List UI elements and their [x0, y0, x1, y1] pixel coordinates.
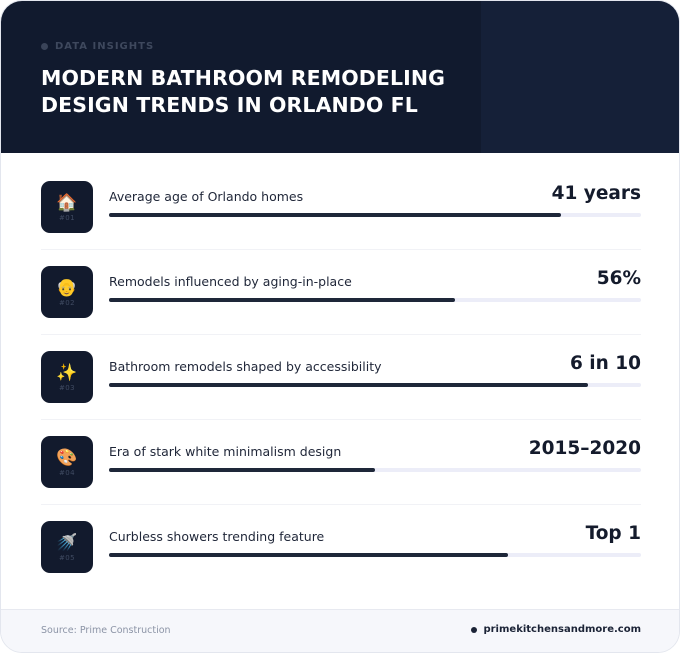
- progress-track: [109, 468, 641, 472]
- divider: [41, 249, 641, 250]
- palette-icon-tile: 🎨 #04: [41, 436, 93, 488]
- house-icon-tile: 🏠 #01: [41, 181, 93, 233]
- site-link[interactable]: primekitchensandmore.com: [471, 624, 641, 635]
- eyebrow-label: DATA INSIGHTS: [55, 40, 155, 52]
- progress-track: [109, 298, 641, 302]
- stat-code: #03: [59, 383, 75, 392]
- shower-icon-tile: 🚿 #05: [41, 521, 93, 573]
- older-person-icon-tile: 👴 #02: [41, 266, 93, 318]
- stat-value: Top 1: [585, 523, 641, 544]
- stat-row-2: 👴 #02 Remodels influenced by aging-in-pl…: [41, 266, 641, 318]
- stat-label: Bathroom remodels shaped by accessibilit…: [109, 359, 382, 374]
- house-icon: 🏠: [56, 192, 78, 213]
- site-dot-icon: [471, 626, 478, 633]
- stat-value: 41 years: [551, 183, 641, 204]
- shower-icon: 🚿: [56, 532, 78, 553]
- progress-fill: [109, 383, 588, 387]
- stat-row-5: 🚿 #05 Curbless showers trending feature …: [41, 521, 641, 573]
- stat-value: 2015–2020: [528, 438, 641, 459]
- stat-label: Curbless showers trending feature: [109, 529, 325, 544]
- progress-fill: [109, 468, 375, 472]
- stat-code: #04: [59, 468, 75, 477]
- stat-label: Remodels influenced by aging-in-place: [109, 274, 352, 289]
- palette-icon: 🎨: [56, 447, 78, 468]
- progress-track: [109, 383, 641, 387]
- progress-track: [109, 213, 641, 217]
- stat-row-1: 🏠 #01 Average age of Orlando homes 41 ye…: [41, 181, 641, 233]
- older-person-icon: 👴: [56, 277, 78, 298]
- eyebrow-dot-icon: [41, 42, 48, 50]
- footer: Source: Prime Construction primekitchens…: [1, 609, 679, 652]
- divider: [41, 419, 641, 420]
- stat-code: #01: [59, 213, 75, 222]
- stat-value: 6 in 10: [569, 353, 641, 374]
- stat-label: Average age of Orlando homes: [109, 189, 304, 204]
- stat-value: 56%: [596, 268, 641, 289]
- header-accent-panel: [481, 1, 679, 153]
- stat-label: Era of stark white minimalism design: [109, 444, 342, 459]
- progress-fill: [109, 213, 562, 217]
- stat-row-3: ✨ #03 Bathroom remodels shaped by access…: [41, 351, 641, 403]
- stat-row-4: 🎨 #04 Era of stark white minimalism desi…: [41, 436, 641, 488]
- source-label: Source: Prime Construction: [41, 625, 171, 636]
- progress-fill: [109, 298, 455, 302]
- divider: [41, 334, 641, 335]
- progress-fill: [109, 553, 508, 557]
- divider: [41, 504, 641, 505]
- sparkles-icon-tile: ✨ #03: [41, 351, 93, 403]
- progress-track: [109, 553, 641, 557]
- header: DATA INSIGHTS MODERN BATHROOM REMODELING…: [1, 1, 679, 153]
- sparkles-icon: ✨: [56, 362, 78, 383]
- page-title: MODERN BATHROOM REMODELING DESIGN TRENDS…: [41, 66, 446, 117]
- site-url[interactable]: primekitchensandmore.com: [483, 624, 641, 635]
- eyebrow: DATA INSIGHTS: [41, 39, 154, 53]
- stat-code: #02: [59, 298, 75, 307]
- stat-code: #05: [59, 553, 75, 562]
